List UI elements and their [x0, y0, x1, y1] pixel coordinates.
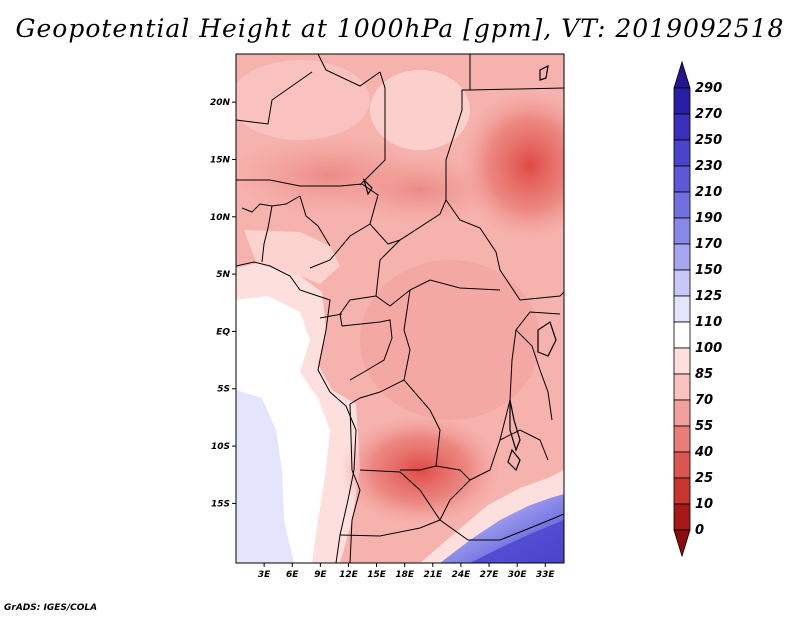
lon-label: 6E	[286, 570, 299, 580]
lon-label: 12E	[339, 570, 359, 580]
lon-label: 24E	[452, 570, 472, 580]
colorbar-label: 100	[695, 341, 722, 356]
colorbar-cell	[673, 191, 691, 219]
lon-label: 33E	[536, 570, 556, 580]
colorbar-label: 170	[695, 237, 722, 252]
lat-label: 20N	[210, 98, 231, 108]
lat-label: 15S	[211, 499, 230, 509]
colorbar-label: 150	[695, 263, 722, 278]
lat-label: EQ	[216, 327, 230, 337]
lat-label: 15N	[210, 155, 231, 165]
colorbar-cell	[673, 451, 691, 479]
colorbar-cell	[673, 113, 691, 141]
colorbar-label: 290	[695, 81, 722, 96]
colorbar-cell	[673, 243, 691, 271]
colorbar-cell	[673, 217, 691, 245]
colorbar-label: 25	[695, 471, 713, 486]
colorbar-cell	[673, 295, 691, 323]
lon-label: 18E	[395, 570, 415, 580]
lat-label: 5N	[216, 270, 230, 280]
lon-label: 15E	[367, 570, 387, 580]
colorbar-label: 70	[695, 393, 713, 408]
colorbar-cell	[673, 269, 691, 297]
lon-label: 21E	[423, 570, 443, 580]
colorbar-label: 55	[695, 419, 713, 434]
colorbar-cell	[673, 87, 691, 115]
colorbar-cell	[673, 503, 691, 531]
colorbar-label: 250	[695, 133, 722, 148]
colorbar-cells	[673, 60, 691, 558]
lon-label: 27E	[480, 570, 500, 580]
lon-label: 9E	[314, 570, 327, 580]
map-title: Geopotential Height at 1000hPa [gpm], VT…	[15, 14, 785, 43]
lon-label: 30E	[508, 570, 528, 580]
lat-label: 5S	[217, 385, 230, 395]
colorbar-cell	[673, 477, 691, 505]
colorbar-label: 0	[695, 523, 704, 538]
colorbar-label: 110	[695, 315, 722, 330]
colorbar-label: 210	[695, 185, 722, 200]
latitude-axis: 20N 15N 10N 5N EQ 5S 10S 15S	[210, 98, 236, 509]
longitude-axis: 3E 6E 9E 12E 15E 18E 21E 24E 27E 30E 33E	[258, 563, 556, 580]
colorbar-cell	[673, 373, 691, 401]
colorbar-label: 270	[695, 107, 722, 122]
colorbar-label: 10	[695, 497, 713, 512]
colorbar-label: 230	[695, 159, 722, 174]
colorbar-cell	[673, 165, 691, 193]
colorbar-cell	[673, 529, 691, 558]
map-field	[236, 54, 564, 563]
lakes	[362, 64, 557, 472]
colorbar-cell	[673, 399, 691, 427]
map-frame	[235, 53, 565, 564]
colorbar-label: 125	[695, 289, 722, 304]
colorbar-cell	[673, 321, 691, 349]
colorbar-label: 190	[695, 211, 722, 226]
colorbar-label: 85	[695, 367, 713, 382]
colorbar-cell	[673, 347, 691, 375]
colorbar-cell	[673, 139, 691, 167]
colorbar-cell	[673, 60, 691, 89]
lat-label: 10S	[211, 442, 230, 452]
grads-credit: GrADS: IGES/COLA	[4, 603, 98, 613]
colorbar-label: 40	[694, 445, 713, 460]
colorbar-cell	[673, 425, 691, 453]
lat-label: 10N	[210, 213, 231, 223]
colorbar-labels: 2902702502302101901701501251101008570554…	[694, 81, 722, 538]
lon-label: 3E	[258, 570, 271, 580]
country-borders	[236, 54, 564, 563]
